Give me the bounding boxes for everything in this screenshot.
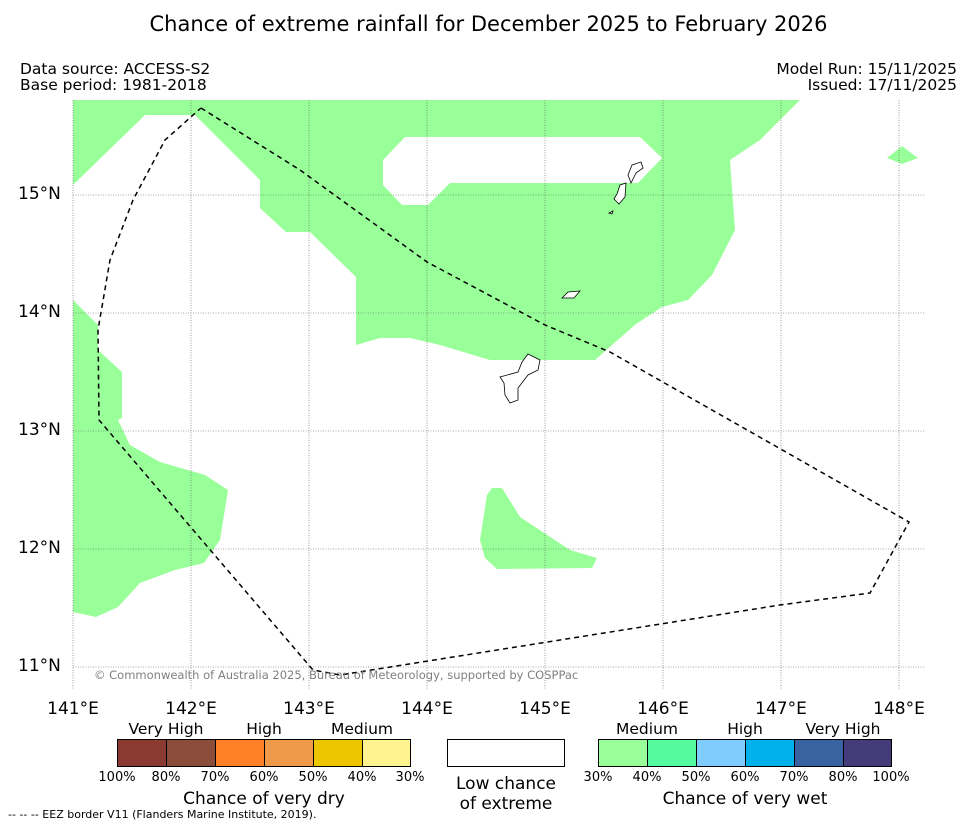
wet-swatch-5 — [794, 739, 844, 767]
graticule — [72, 100, 924, 690]
lon-label-142e: 142°E — [165, 699, 217, 719]
rainfall-map: © Commonwealth of Australia 2025, Bureau… — [72, 100, 924, 690]
meta-right: Model Run: 15/11/2025 Issued: 17/11/2025 — [776, 61, 957, 93]
wet-pct-60: 60% — [730, 770, 760, 785]
wet-swatch-4 — [745, 739, 795, 767]
dry-legend-title: Chance of very dry — [183, 789, 345, 809]
lon-label-143e: 143°E — [283, 699, 335, 719]
eez-footnote: -- -- -- EEZ border V11 (Flanders Marine… — [8, 808, 317, 821]
lat-label-11n: 11°N — [18, 656, 61, 676]
dry-cat-very-high: Very High — [128, 720, 204, 738]
low-chance-line2: of extreme — [459, 794, 553, 814]
dry-pct-30: 30% — [395, 770, 425, 785]
dry-swatch-2 — [166, 739, 216, 767]
wet-pct-50: 50% — [681, 770, 711, 785]
lon-label-141e: 141°E — [47, 699, 99, 719]
lat-label-15n: 15°N — [18, 184, 61, 204]
issued-date: Issued: 17/11/2025 — [807, 76, 957, 94]
dry-swatch-5 — [313, 739, 363, 767]
wet-region-north — [73, 100, 800, 360]
lon-label-148e: 148°E — [873, 699, 925, 719]
wet-region-south — [480, 488, 597, 569]
lat-label-13n: 13°N — [18, 420, 61, 440]
wet-regions — [73, 100, 918, 617]
wet-swatch-3 — [696, 739, 746, 767]
dry-cat-medium: Medium — [331, 720, 393, 738]
dry-swatch-3 — [215, 739, 265, 767]
wet-legend-title: Chance of very wet — [662, 789, 828, 809]
wet-swatch-2 — [647, 739, 697, 767]
dry-swatch-4 — [264, 739, 314, 767]
lon-label-146e: 146°E — [637, 699, 689, 719]
dry-pct-70: 70% — [200, 770, 230, 785]
dry-pct-80: 80% — [151, 770, 181, 785]
wet-pct-80: 80% — [828, 770, 858, 785]
islands — [499, 161, 644, 404]
wet-pct-100: 100% — [872, 770, 910, 785]
wet-cat-medium: Medium — [616, 720, 678, 738]
dry-swatch-6 — [362, 739, 411, 767]
dry-pct-100: 100% — [98, 770, 136, 785]
lon-label-145e: 145°E — [519, 699, 571, 719]
dry-pct-40: 40% — [347, 770, 377, 785]
wet-swatch-6 — [843, 739, 892, 767]
wet-region-west — [73, 275, 228, 617]
island-rota — [561, 290, 581, 299]
dry-pct-50: 50% — [298, 770, 328, 785]
wet-cat-very-high: Very High — [805, 720, 881, 738]
wet-pct-30: 30% — [583, 770, 613, 785]
model-run: Model Run: 15/11/2025 — [776, 60, 957, 78]
lon-label-144e: 144°E — [401, 699, 453, 719]
copyright-notice: © Commonwealth of Australia 2025, Bureau… — [94, 668, 578, 682]
wet-pct-40: 40% — [632, 770, 662, 785]
island-saipan — [627, 161, 644, 184]
dry-pct-60: 60% — [249, 770, 279, 785]
low-chance-line1: Low chance — [456, 774, 556, 794]
wet-swatch-1 — [598, 739, 648, 767]
island-aguijan — [607, 210, 614, 215]
wet-region-northeast — [887, 146, 918, 164]
dry-cat-high: High — [246, 720, 282, 738]
island-guam — [499, 353, 541, 404]
data-source: Data source: ACCESS-S2 — [20, 60, 211, 78]
meta-left: Data source: ACCESS-S2 Base period: 1981… — [20, 61, 210, 93]
wet-pct-70: 70% — [779, 770, 809, 785]
wet-cat-high: High — [727, 720, 763, 738]
low-chance-swatch — [447, 739, 565, 767]
eez-border — [97, 107, 911, 676]
base-period: Base period: 1981-2018 — [20, 76, 207, 94]
lon-label-147e: 147°E — [755, 699, 807, 719]
lat-label-12n: 12°N — [18, 538, 61, 558]
lat-label-14n: 14°N — [18, 302, 61, 322]
dry-swatch-1 — [117, 739, 167, 767]
island-tinian — [613, 182, 627, 205]
map-title: Chance of extreme rainfall for December … — [149, 12, 828, 36]
